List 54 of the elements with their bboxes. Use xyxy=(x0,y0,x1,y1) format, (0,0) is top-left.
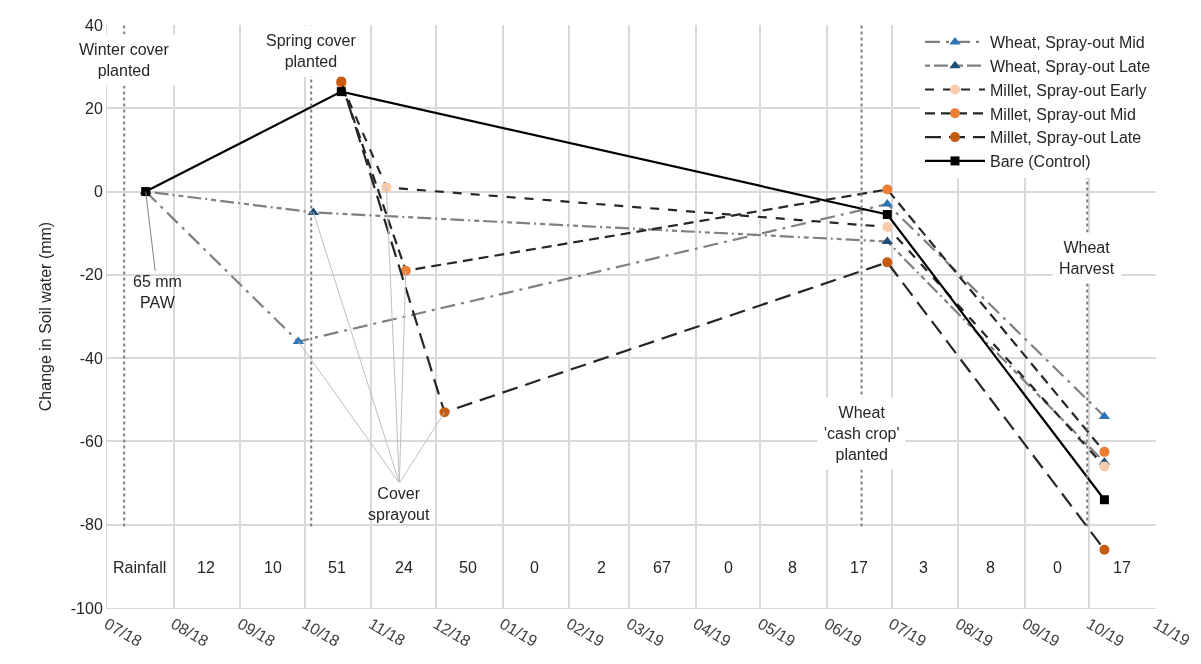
x-tick-label: 03/19 xyxy=(623,615,668,650)
x-tick-label: 08/19 xyxy=(952,615,996,650)
annotation: 17 xyxy=(850,559,868,576)
annotation: Cover sprayout xyxy=(368,485,430,523)
annotation: 0 xyxy=(1053,559,1062,576)
y-tick-label: -60 xyxy=(79,433,103,451)
annotation: 12 xyxy=(197,559,215,576)
x-tick-label: 09/18 xyxy=(234,615,279,650)
x-tick-label: 09/19 xyxy=(1019,615,1063,650)
x-tick-label: 10/18 xyxy=(299,615,343,650)
annotation: 0 xyxy=(724,559,733,576)
x-tick-label: 05/19 xyxy=(754,615,799,650)
annotation: 3 xyxy=(919,559,928,576)
annotation: 17 xyxy=(1113,559,1131,576)
annotation: 51 xyxy=(328,559,346,576)
y-tick-label: -20 xyxy=(79,266,103,284)
annotation: 50 xyxy=(459,559,477,576)
y-tick-label: 0 xyxy=(93,183,103,201)
y-tick-label: -40 xyxy=(79,349,103,367)
x-tick-label: 01/19 xyxy=(497,615,541,650)
legend-label: Millet, Spray-out Mid xyxy=(990,105,1136,123)
annotation: 10 xyxy=(264,559,282,576)
x-tick-label: 10/19 xyxy=(1083,615,1128,650)
x-tick-label: 04/19 xyxy=(690,615,734,650)
y-tick-label: 20 xyxy=(85,99,103,117)
legend-label: Millet, Spray-out Late xyxy=(990,129,1142,147)
annotation: 65 mm PAW xyxy=(133,273,182,311)
x-tick-label: 07/18 xyxy=(101,615,145,650)
annotation: 24 xyxy=(395,559,413,576)
legend-label: Bare (Control) xyxy=(990,153,1091,171)
x-tick-label: 12/18 xyxy=(430,615,474,650)
y-tick-label: -100 xyxy=(70,599,103,617)
x-tick-label: 07/19 xyxy=(886,615,930,650)
x-tick-label: 06/19 xyxy=(821,615,865,650)
annotation: 0 xyxy=(530,559,539,576)
ref-line-label: Winter cover planted xyxy=(79,41,170,79)
annotation: 8 xyxy=(788,559,797,576)
y-tick-label: 40 xyxy=(85,16,103,34)
annotation: 2 xyxy=(597,559,606,576)
legend-label: Wheat, Spray-out Late xyxy=(990,57,1151,75)
x-tick-label: 11/19 xyxy=(1150,615,1193,650)
x-tick-label: 11/18 xyxy=(365,615,409,650)
ref-line-label: Wheat Harvest xyxy=(1059,239,1115,277)
annotation: Rainfall xyxy=(113,559,167,576)
x-tick-label: 02/19 xyxy=(563,615,607,650)
y-axis-title: Change in Soil water (mm) xyxy=(36,221,54,412)
ref-line-label: Wheat 'cash crop' planted xyxy=(824,404,900,463)
x-tick-label: 08/18 xyxy=(168,615,212,650)
annotation: 8 xyxy=(986,559,995,576)
ref-line-label: Spring cover planted xyxy=(266,32,357,70)
legend-label: Millet, Spray-out Early xyxy=(990,81,1147,99)
annotation: 67 xyxy=(653,559,671,576)
y-tick-label: -80 xyxy=(79,516,103,534)
legend-label: Wheat, Spray-out Mid xyxy=(990,34,1145,52)
